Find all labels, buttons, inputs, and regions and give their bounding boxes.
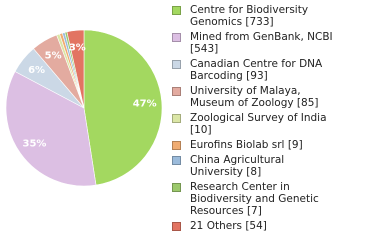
slice-label: 5% — [45, 51, 62, 62]
legend-item: Research Center in Biodiversity and Gene… — [172, 181, 372, 217]
legend-swatch — [172, 141, 181, 150]
legend-item: Eurofins Biolab srl [9] — [172, 139, 372, 151]
legend-item: Zoological Survey of India [10] — [172, 112, 372, 136]
legend-label: Canadian Centre for DNA Barcoding [93] — [190, 58, 323, 82]
slice-label: 3% — [69, 43, 86, 54]
pie-slice — [5, 71, 97, 187]
legend-swatch — [172, 183, 181, 192]
legend-swatch — [172, 87, 181, 96]
legend-label: University of Malaya, Museum of Zoology … — [190, 85, 319, 109]
legend-item: China Agricultural University [8] — [172, 154, 372, 178]
legend-label: Eurofins Biolab srl [9] — [190, 139, 303, 151]
legend-label: Mined from GenBank, NCBI [543] — [190, 31, 333, 55]
pie: 47% 35% 6%5% 3% — [5, 29, 163, 187]
legend-item: Mined from GenBank, NCBI [543] — [172, 31, 372, 55]
slice-label: 35% — [22, 138, 46, 149]
legend-item: Canadian Centre for DNA Barcoding [93] — [172, 58, 372, 82]
legend-swatch — [172, 60, 181, 69]
legend-swatch — [172, 33, 181, 42]
legend-item: 21 Others [54] — [172, 220, 372, 232]
legend: Centre for Biodiversity Genomics [733] Mi… — [172, 4, 372, 235]
legend-swatch — [172, 114, 181, 123]
legend-swatch — [172, 222, 181, 231]
legend-label: 21 Others [54] — [190, 220, 267, 232]
legend-label: China Agricultural University [8] — [190, 154, 285, 178]
legend-label: Zoological Survey of India [10] — [190, 112, 327, 136]
pie-slice — [83, 29, 163, 186]
legend-item: University of Malaya, Museum of Zoology … — [172, 85, 372, 109]
legend-item: Centre for Biodiversity Genomics [733] — [172, 4, 372, 28]
legend-label: Research Center in Biodiversity and Gene… — [190, 181, 319, 217]
legend-swatch — [172, 156, 181, 165]
legend-swatch — [172, 6, 181, 15]
slice-label: 6% — [28, 65, 45, 76]
slice-label: 47% — [133, 98, 157, 109]
pie-slice — [66, 29, 85, 109]
legend-label: Centre for Biodiversity Genomics [733] — [190, 4, 309, 28]
